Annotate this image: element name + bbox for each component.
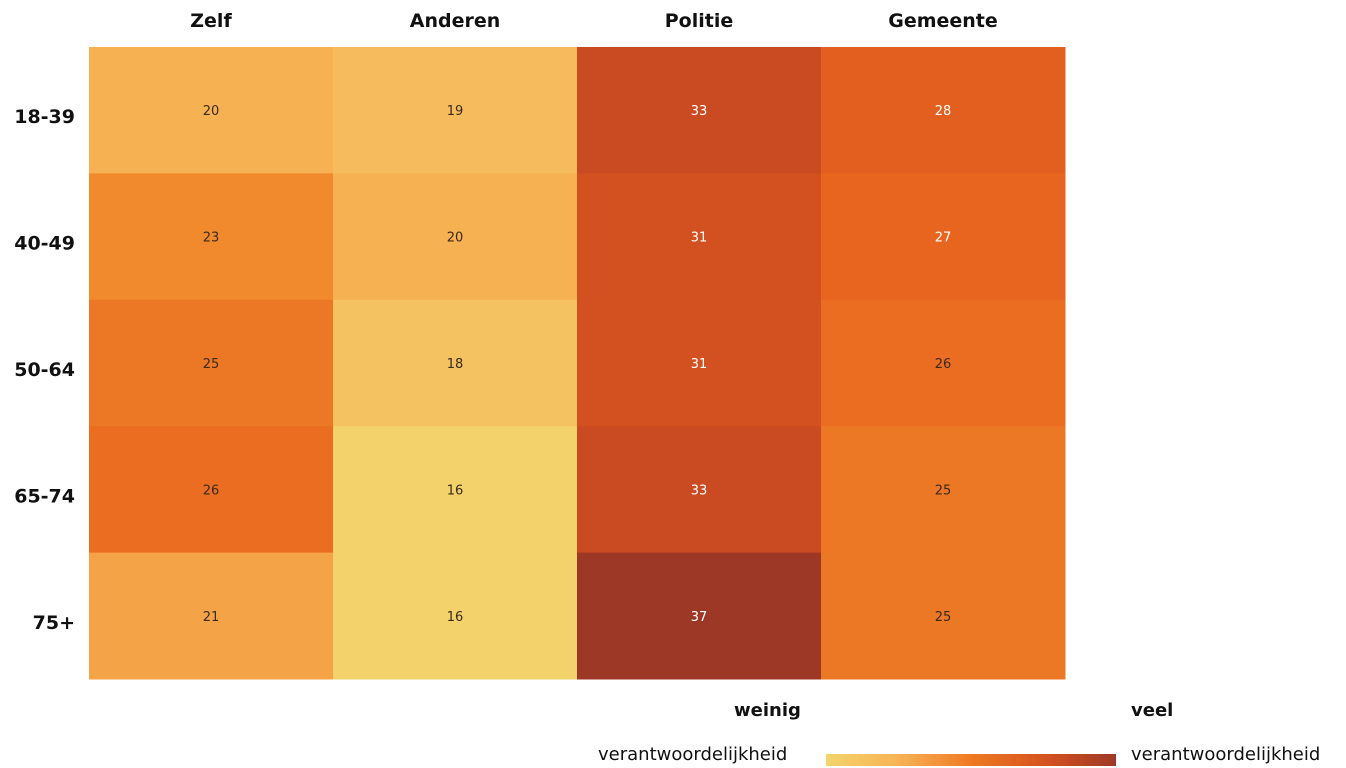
heatmap-cell (821, 426, 1066, 554)
heatmap-chart: Zelf Anderen Politie Gemeente 18-39 40-49 50-… (14, 10, 1066, 680)
legend-low-subtitle: verantwoordelijkheid (598, 744, 788, 765)
cell-value-label: 16 (447, 483, 464, 498)
row-label: 75+ (33, 612, 75, 634)
cell-value-label: 18 (447, 357, 464, 372)
heatmap-cell (577, 47, 822, 174)
cell-value-label: 25 (935, 610, 952, 625)
heatmap-cell (333, 426, 578, 554)
heatmap-cell (577, 426, 822, 554)
cell-value-label: 33 (691, 104, 708, 119)
cell-value-label: 23 (203, 231, 220, 246)
legend-high-title: veel (1131, 700, 1174, 721)
cell-value-label: 25 (935, 483, 952, 498)
heatmap-cell (333, 173, 578, 301)
row-label: 50-64 (14, 359, 75, 381)
legend-low-title: weinig (734, 700, 801, 721)
heatmap-cell (89, 47, 334, 174)
heatmap-cell (821, 552, 1066, 680)
heatmap-cell (577, 552, 822, 680)
row-label: 40-49 (14, 233, 75, 255)
cell-value-label: 16 (447, 610, 464, 625)
heatmap-cells: 20 19 33 28 23 20 31 27 25 18 31 26 26 16 33 25 21 16 37 25 (89, 47, 1066, 680)
heatmap-cell (821, 173, 1066, 301)
row-labels: 18-39 40-49 50-64 65-74 75+ (14, 106, 75, 634)
legend-color-bar (826, 754, 1116, 766)
heatmap-cell (89, 299, 334, 427)
heatmap-cell (89, 426, 334, 554)
heatmap-cell (577, 299, 822, 427)
cell-value-label: 28 (935, 104, 952, 119)
cell-value-label: 27 (935, 231, 952, 246)
column-label: Gemeente (888, 10, 998, 32)
heatmap-cell (821, 299, 1066, 427)
column-label: Zelf (190, 10, 232, 32)
heatmap-cell (821, 47, 1066, 174)
column-labels: Zelf Anderen Politie Gemeente (190, 10, 998, 32)
cell-value-label: 21 (203, 610, 220, 625)
cell-value-label: 31 (691, 357, 708, 372)
cell-value-label: 26 (935, 357, 952, 372)
row-label: 65-74 (14, 485, 75, 507)
cell-value-label: 26 (203, 483, 220, 498)
heatmap-cell (89, 552, 334, 680)
heatmap-cell (333, 552, 578, 680)
cell-value-label: 20 (203, 104, 220, 119)
cell-value-label: 31 (691, 231, 708, 246)
cell-value-label: 25 (203, 357, 220, 372)
cell-value-label: 19 (447, 104, 464, 119)
heatmap-cell (89, 173, 334, 301)
column-label: Anderen (410, 10, 501, 32)
cell-value-label: 33 (691, 483, 708, 498)
heatmap-cell (333, 47, 578, 174)
heatmap-cell (577, 173, 822, 301)
row-label: 18-39 (14, 106, 75, 128)
cell-value-label: 37 (691, 610, 708, 625)
legend-high-subtitle: verantwoordelijkheid (1131, 744, 1321, 765)
heatmap-cell (333, 299, 578, 427)
cell-value-label: 20 (447, 231, 464, 246)
column-label: Politie (665, 10, 734, 32)
